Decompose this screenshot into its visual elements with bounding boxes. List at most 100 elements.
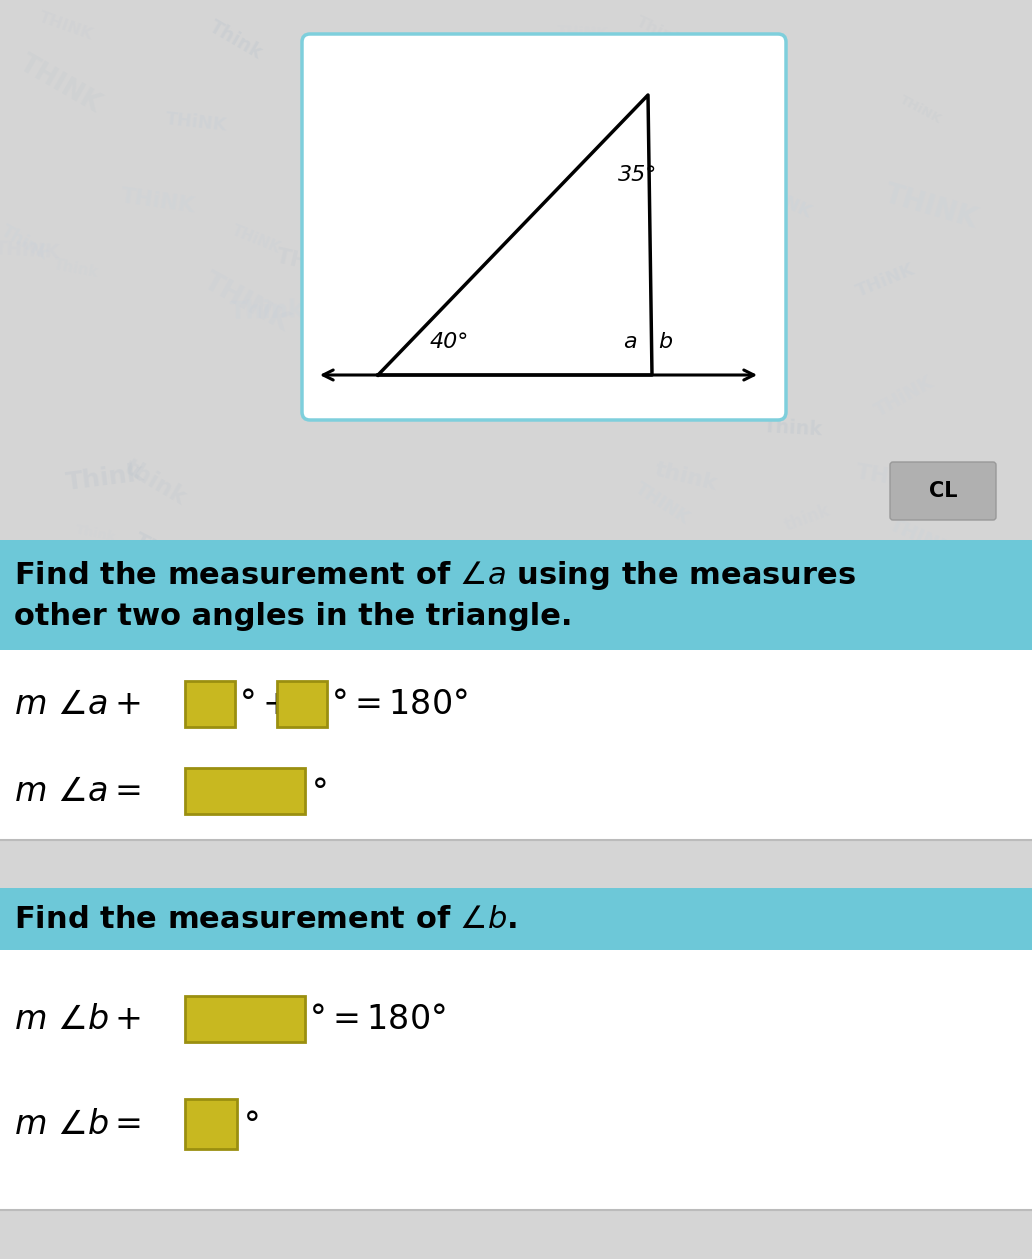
Text: Find the measurement of $\angle b$.: Find the measurement of $\angle b$. — [14, 904, 517, 933]
Text: THINK: THINK — [417, 1228, 483, 1251]
FancyBboxPatch shape — [185, 1099, 237, 1149]
Text: THINK: THINK — [448, 326, 506, 354]
Text: 40°: 40° — [430, 332, 470, 353]
Text: Think: Think — [163, 1202, 205, 1221]
Text: THINK: THINK — [975, 718, 1024, 740]
Text: THiNK: THiNK — [448, 59, 514, 97]
Text: THINK: THINK — [632, 478, 692, 528]
Text: THINK: THINK — [246, 1105, 300, 1134]
Text: THINK: THINK — [462, 658, 540, 700]
Text: THINK: THINK — [671, 1226, 719, 1251]
Text: Think: Think — [229, 298, 305, 325]
Text: THINK: THINK — [340, 181, 423, 215]
FancyBboxPatch shape — [185, 996, 305, 1042]
Text: THiNK: THiNK — [850, 938, 918, 990]
Text: THiNK: THiNK — [165, 110, 228, 135]
Text: Find the measurement of $\angle a$ using the measures
other two angles in the tr: Find the measurement of $\angle a$ using… — [14, 559, 856, 631]
Text: THiNK: THiNK — [574, 765, 653, 794]
Text: THiNK: THiNK — [130, 531, 203, 582]
Text: THINK: THINK — [37, 10, 95, 43]
Text: THINK: THINK — [554, 864, 637, 912]
Text: Think: Think — [899, 663, 967, 710]
Text: Think: Think — [74, 522, 117, 544]
Text: Think: Think — [486, 237, 562, 264]
Text: a: a — [623, 332, 637, 353]
Text: think: think — [499, 1066, 539, 1080]
Text: THINK: THINK — [329, 1147, 424, 1202]
Text: THINK: THINK — [877, 1058, 966, 1109]
Text: THiNK: THiNK — [843, 1181, 918, 1220]
Text: $m\ \angle a +$: $m\ \angle a +$ — [14, 689, 140, 721]
Text: THiNK: THiNK — [853, 259, 918, 300]
Text: think: think — [782, 501, 833, 535]
Text: THiNK: THiNK — [481, 332, 527, 355]
Text: $m\ \angle b +$: $m\ \angle b +$ — [14, 1003, 141, 1036]
Text: THINK: THINK — [885, 515, 956, 559]
Text: THiNK: THiNK — [119, 186, 196, 217]
Text: think: think — [707, 1044, 787, 1073]
Text: THiNK: THiNK — [898, 93, 944, 126]
Text: $°+$: $°+$ — [239, 689, 289, 721]
Text: think: think — [311, 1008, 381, 1053]
Text: think: think — [494, 34, 575, 92]
FancyBboxPatch shape — [0, 1210, 1032, 1259]
Text: THINK: THINK — [881, 180, 981, 234]
FancyBboxPatch shape — [0, 951, 1032, 1210]
Text: think: think — [121, 454, 191, 510]
FancyBboxPatch shape — [0, 888, 1032, 951]
Text: THiNK: THiNK — [926, 738, 970, 771]
Text: b: b — [658, 332, 672, 353]
Text: THINK: THINK — [432, 1073, 483, 1095]
Text: Think: Think — [341, 72, 412, 104]
Text: Think: Think — [206, 18, 266, 63]
Text: THiNK: THiNK — [751, 180, 815, 222]
FancyBboxPatch shape — [890, 462, 996, 520]
Text: Think: Think — [52, 257, 99, 279]
Text: think: think — [978, 1158, 1022, 1175]
Text: THINK: THINK — [275, 247, 353, 282]
Text: THiNK: THiNK — [558, 885, 631, 924]
Text: THINK: THINK — [0, 239, 61, 262]
Text: THINK: THINK — [303, 937, 349, 957]
Text: $°$: $°$ — [311, 776, 326, 808]
Text: THiNK: THiNK — [316, 679, 414, 731]
FancyBboxPatch shape — [277, 681, 327, 726]
FancyBboxPatch shape — [185, 768, 305, 815]
Text: Think: Think — [299, 555, 377, 590]
Text: think: think — [241, 608, 302, 652]
Text: think: think — [988, 663, 1031, 679]
Text: THINK: THINK — [515, 826, 577, 856]
Text: Think: Think — [0, 223, 52, 264]
Text: THiNK: THiNK — [230, 223, 283, 256]
FancyBboxPatch shape — [0, 840, 1032, 888]
Text: THiNK: THiNK — [556, 25, 608, 43]
Text: think: think — [586, 828, 642, 872]
Text: $°= 180°$: $°= 180°$ — [331, 689, 467, 721]
Text: think: think — [186, 883, 236, 920]
Text: THiNK: THiNK — [872, 373, 937, 421]
FancyBboxPatch shape — [0, 650, 1032, 840]
Text: Think: Think — [292, 1243, 352, 1259]
FancyBboxPatch shape — [0, 540, 1032, 650]
Text: THINK: THINK — [15, 52, 106, 118]
Text: THiNK: THiNK — [854, 462, 934, 495]
Text: THiNK: THiNK — [449, 145, 499, 170]
Text: THINK: THINK — [115, 927, 173, 949]
Text: $m\ \angle b =$: $m\ \angle b =$ — [14, 1109, 141, 1141]
Text: THINK: THINK — [199, 269, 295, 337]
Text: Think: Think — [178, 781, 244, 817]
FancyBboxPatch shape — [302, 34, 786, 421]
Text: think: think — [343, 1233, 405, 1259]
Text: $°= 180°$: $°= 180°$ — [309, 1003, 446, 1036]
Text: think: think — [504, 739, 585, 788]
Text: $°$: $°$ — [243, 1109, 258, 1141]
Text: think: think — [653, 460, 719, 495]
Text: THINK: THINK — [505, 1194, 587, 1251]
Text: CL: CL — [929, 481, 958, 501]
Text: 35°: 35° — [618, 165, 657, 185]
Text: THINK: THINK — [652, 860, 731, 908]
Text: think: think — [428, 884, 480, 913]
Text: Think: Think — [763, 417, 824, 439]
Text: think: think — [186, 577, 255, 616]
Text: Think: Think — [492, 823, 554, 856]
